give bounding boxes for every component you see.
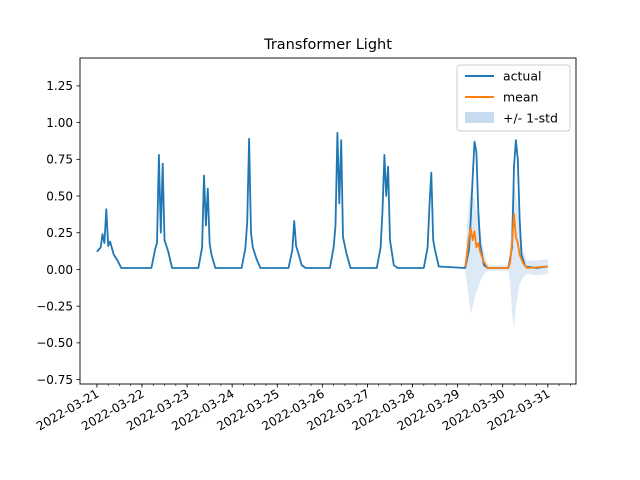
y-tick-label: 0.75 (46, 153, 73, 167)
y-tick-label: 1.25 (46, 79, 73, 93)
y-tick-label: 0.25 (46, 226, 73, 240)
y-tick-label: −0.25 (36, 299, 73, 313)
y-tick-label: 0.00 (46, 263, 73, 277)
chart-title: Transformer Light (263, 37, 392, 53)
legend-mean-label: mean (503, 90, 538, 105)
y-axis: −0.75 −0.50 −0.25 0.00 0.25 0.50 0.75 1.00 1.25 (36, 79, 80, 387)
y-tick-label: −0.50 (36, 336, 73, 350)
mean-line (464, 212, 548, 269)
y-tick-label: −0.75 (36, 373, 73, 387)
legend-actual-label: actual (503, 69, 542, 84)
legend-band-swatch (465, 112, 494, 123)
actual-line (96, 132, 548, 269)
y-tick-label: 0.50 (46, 189, 73, 203)
y-tick-label: 1.00 (46, 116, 73, 130)
plot-area (96, 132, 548, 329)
axes-frame (79, 57, 577, 385)
legend-band-label: +/- 1-std (503, 111, 558, 126)
legend: actual mean +/- 1-std (456, 64, 571, 132)
